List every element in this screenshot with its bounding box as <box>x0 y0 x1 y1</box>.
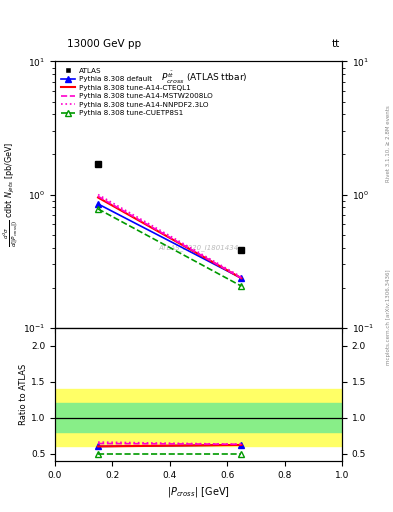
Text: Rivet 3.1.10, ≥ 2.8M events: Rivet 3.1.10, ≥ 2.8M events <box>386 105 391 182</box>
Text: 13000 GeV pp: 13000 GeV pp <box>67 38 141 49</box>
Y-axis label: Ratio to ATLAS: Ratio to ATLAS <box>19 364 28 425</box>
Legend: ATLAS, Pythia 8.308 default, Pythia 8.308 tune-A14-CTEQL1, Pythia 8.308 tune-A14: ATLAS, Pythia 8.308 default, Pythia 8.30… <box>59 65 215 119</box>
Text: $P^{t\bar{t}}_{cross}$ (ATLAS ttbar): $P^{t\bar{t}}_{cross}$ (ATLAS ttbar) <box>161 70 248 86</box>
Y-axis label: $\frac{d^2\sigma}{d(|P_{cross}|)}$ cdbt $N_{jets}$ [pb/GeV]: $\frac{d^2\sigma}{d(|P_{cross}|)}$ cdbt … <box>1 142 20 247</box>
Text: ATLAS_2020_I1801434: ATLAS_2020_I1801434 <box>158 244 239 251</box>
X-axis label: $|P_{cross}|$ [GeV]: $|P_{cross}|$ [GeV] <box>167 485 230 499</box>
Bar <box>55 389 342 446</box>
Text: tt: tt <box>332 38 340 49</box>
Bar <box>55 403 342 432</box>
Text: mcplots.cern.ch [arXiv:1306.3436]: mcplots.cern.ch [arXiv:1306.3436] <box>386 270 391 365</box>
